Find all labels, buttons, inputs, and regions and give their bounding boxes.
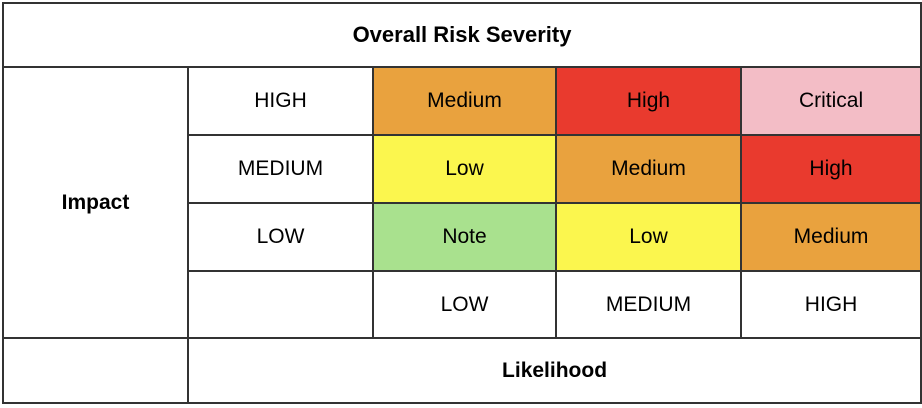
impact-axis-label: Impact (2, 66, 189, 339)
impact-level-low: LOW (187, 202, 374, 272)
spacer-cell (2, 337, 189, 404)
cell-impact-medium-likelihood-low: Low (372, 134, 557, 204)
cell-impact-low-likelihood-medium: Low (555, 202, 742, 272)
overall-risk-severity-title: Overall Risk Severity (1, 2, 922, 68)
spacer-cell (187, 270, 374, 339)
cell-impact-high-likelihood-medium: High (555, 66, 742, 136)
cell-impact-medium-likelihood-high: High (739, 134, 922, 204)
likelihood-level-medium: MEDIUM (555, 270, 742, 339)
likelihood-level-low: LOW (372, 270, 557, 339)
cell-impact-high-likelihood-low: Medium (372, 66, 557, 136)
cell-impact-high-likelihood-high: Critical (739, 66, 922, 136)
cell-impact-medium-likelihood-medium: Medium (555, 134, 742, 204)
cell-impact-low-likelihood-high: Medium (739, 202, 922, 272)
likelihood-level-high: HIGH (739, 270, 922, 339)
impact-level-medium: MEDIUM (187, 134, 374, 204)
likelihood-axis-label: Likelihood (186, 337, 922, 404)
cell-impact-low-likelihood-low: Note (372, 202, 557, 272)
impact-level-high: HIGH (187, 66, 374, 136)
